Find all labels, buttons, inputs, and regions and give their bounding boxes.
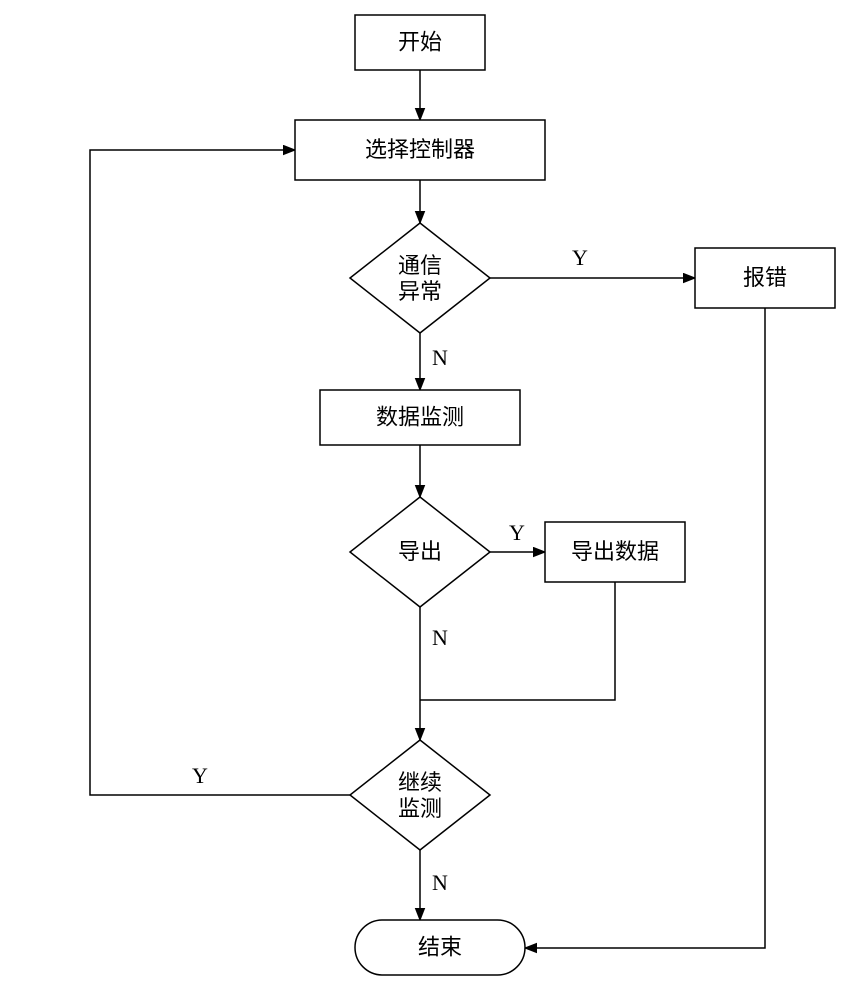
- edge-label: N: [432, 345, 448, 370]
- node-export_decision: 导出: [350, 497, 490, 607]
- edge-label: N: [432, 625, 448, 650]
- node-label: 结束: [418, 935, 462, 960]
- node-error: 报错: [695, 248, 835, 308]
- node-label-line1: 通信: [398, 253, 442, 278]
- edge-label: Y: [572, 245, 588, 270]
- nodes-group: 开始选择控制器通信异常 报错数据监测导出 导出数据继续监测结束: [295, 15, 835, 975]
- node-label-line2: 异常: [398, 279, 442, 304]
- node-label: 开始: [398, 30, 442, 55]
- node-label-line2: 监测: [398, 796, 442, 821]
- edge-error_bottom-end_right: [525, 308, 765, 948]
- node-label: 数据监测: [376, 405, 464, 430]
- edge-label: Y: [509, 520, 525, 545]
- node-start: 开始: [355, 15, 485, 70]
- edge-label: Y: [192, 763, 208, 788]
- node-label: 导出: [398, 539, 442, 564]
- node-label: 选择控制器: [365, 137, 475, 162]
- node-continue: 继续监测: [350, 740, 490, 850]
- node-label-line1: 继续: [398, 770, 442, 795]
- edge-continue_left-select_left: [90, 150, 350, 795]
- node-label: 导出数据: [571, 539, 659, 564]
- node-label: 报错: [743, 265, 787, 290]
- edge-exportdata_bottom-merge: [420, 582, 615, 700]
- node-end: 结束: [355, 920, 525, 975]
- node-export_data: 导出数据: [545, 522, 685, 582]
- edge-label: N: [432, 870, 448, 895]
- node-select: 选择控制器: [295, 120, 545, 180]
- flowchart-canvas: Y N Y N Y N 开始选择控制器通信异常 报错数据监测导出 导出数据继续监测结束: [0, 0, 865, 1000]
- node-monitor: 数据监测: [320, 390, 520, 445]
- node-comm_abnormal: 通信异常: [350, 223, 490, 333]
